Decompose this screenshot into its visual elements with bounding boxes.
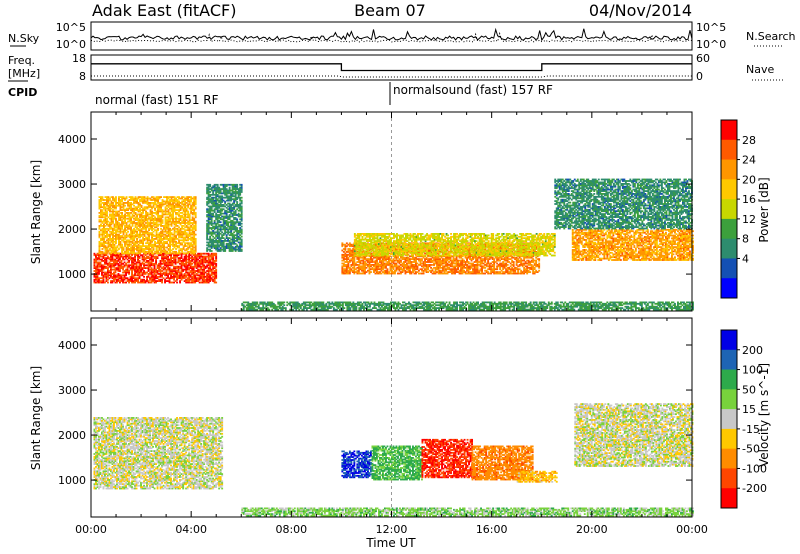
freq-left-tick-top: 18 <box>72 52 86 65</box>
cpid-row: CPID normal (fast) 151 RF normalsound (f… <box>8 82 553 107</box>
noise-right-tick-bottom: 10^0 <box>696 38 726 51</box>
radar-summary-plot: Adak East (fitACF) Beam 07 04/Nov/2014 N… <box>0 0 800 554</box>
date-title: 04/Nov/2014 <box>589 1 692 20</box>
noise-left-tick-top: 10^5 <box>56 21 86 34</box>
power-cell <box>121 244 123 246</box>
power-cell <box>143 276 145 278</box>
power-cell <box>118 252 120 254</box>
nave-trace <box>91 76 692 77</box>
noise-sky-trace <box>91 29 692 40</box>
power-cell <box>107 282 109 284</box>
power-cell <box>215 253 217 255</box>
freq-unit-label: [MHz] <box>8 67 40 80</box>
freq-right-tick-bottom: 0 <box>696 70 703 83</box>
power-cell <box>102 196 104 198</box>
cpid-segment-1: normal (fast) 151 RF <box>95 93 219 107</box>
cpid-segment-2: normalsound (fast) 157 RF <box>393 83 553 97</box>
power-cell <box>215 282 217 284</box>
nave-label: Nave <box>746 63 774 76</box>
power-cell <box>115 196 117 198</box>
cpid-label: CPID <box>8 86 37 99</box>
freq-left-tick-bottom: 8 <box>79 70 86 83</box>
noise-right-tick-top: 10^5 <box>696 21 726 34</box>
power-cell <box>215 269 217 271</box>
power-cell <box>115 218 117 220</box>
station-title: Adak East (fitACF) <box>92 1 236 20</box>
power-cell <box>121 212 123 214</box>
power-region <box>94 253 218 284</box>
frequency-panel: Freq. [MHz] 18 8 60 0 Nave <box>8 52 784 83</box>
noise-right-label: N.Search <box>746 30 796 43</box>
freq-trace <box>91 64 692 71</box>
power-region <box>99 196 197 254</box>
noise-left-label: N.Sky <box>8 32 40 45</box>
power-cell <box>215 263 217 265</box>
power-cell <box>139 260 141 262</box>
noise-panel: N.Sky 10^5 10^0 10^5 10^0 N.Search <box>8 21 796 51</box>
power-data <box>94 112 694 311</box>
noise-left-tick-bottom: 10^0 <box>56 38 86 51</box>
power-cell <box>176 282 178 284</box>
freq-label: Freq. <box>8 54 35 67</box>
beam-title: Beam 07 <box>354 1 426 20</box>
freq-right-tick-top: 60 <box>696 52 710 65</box>
